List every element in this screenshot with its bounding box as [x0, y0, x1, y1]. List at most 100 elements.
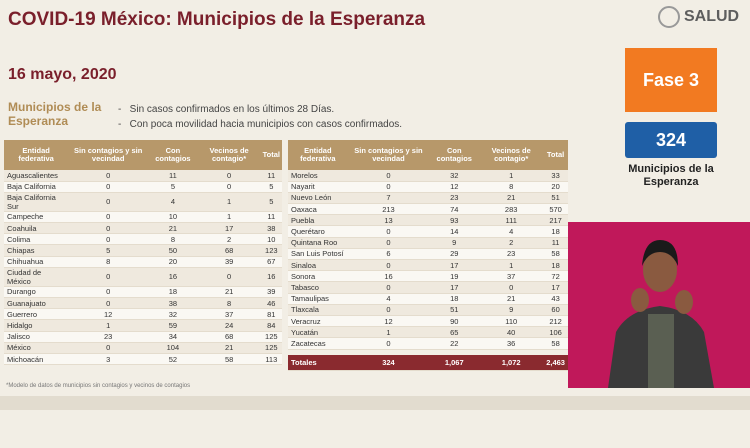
header-row: Entidad federativa Sin contagios y sin ve…	[288, 140, 568, 170]
cell: 0	[347, 281, 430, 294]
column-header: Entidad federativa	[4, 140, 69, 170]
cell: 59	[148, 319, 198, 332]
cell: Guerrero	[4, 308, 69, 321]
cell: Tlaxcala	[288, 304, 348, 316]
cell: 12	[68, 308, 149, 321]
cell: 74	[429, 203, 480, 216]
cell: 106	[543, 326, 568, 339]
cell: 217	[543, 214, 568, 227]
cell: 51	[543, 192, 568, 205]
cell: Guanajuato	[4, 297, 69, 310]
cell: 4	[347, 293, 430, 305]
term: Municipios de la Esperanza	[8, 100, 102, 128]
cell: 212	[543, 315, 568, 328]
column-header: Vecinos de contagio*	[197, 140, 261, 170]
row: Sinaloa 0 17 1 18	[288, 259, 568, 272]
cell: 0	[347, 170, 430, 182]
cell: 34	[148, 331, 198, 343]
header-row: Entidad federativa Sin contagios y sin ve…	[4, 140, 282, 170]
cell: 17	[543, 281, 568, 294]
cell: 125	[260, 331, 282, 343]
cell: Durango	[4, 286, 69, 299]
cell: 2	[479, 237, 544, 249]
cell: 0	[68, 192, 149, 212]
cell: 2	[197, 233, 261, 246]
column-header: Total	[260, 140, 282, 170]
cell: 58	[197, 353, 261, 366]
title: COVID-19 México: Municipios de la Espera…	[8, 9, 426, 30]
cell: Morelos	[288, 170, 348, 182]
cell: 3	[68, 353, 149, 366]
row: Tamaulipas 4 18 21 43	[288, 293, 568, 305]
cell: 1	[197, 192, 261, 212]
cell: Sinaloa	[288, 259, 348, 272]
cell: 21	[479, 192, 544, 205]
cell: 13	[347, 214, 430, 227]
cell: 37	[197, 308, 261, 321]
cell: 0	[197, 267, 261, 287]
row: Oaxaca 213 74 283 570	[288, 203, 568, 216]
cell: 18	[543, 225, 568, 238]
cell: 33	[543, 170, 568, 182]
cell: Nuevo León	[288, 192, 348, 205]
cell: 0	[347, 181, 430, 193]
cell: 0	[68, 170, 149, 182]
cell: 18	[148, 286, 198, 299]
row: Chihuahua 8 20 39 67	[4, 256, 282, 268]
cell: 67	[260, 256, 282, 268]
cell: 0	[347, 225, 430, 238]
cell: 38	[148, 297, 198, 310]
cell: Ciudad de México	[4, 267, 69, 287]
column-header: Total	[543, 140, 568, 170]
cell: 0	[347, 259, 430, 272]
cell: 1	[197, 211, 261, 224]
row: Michoacán 3 52 58 113	[4, 353, 282, 366]
cell: 18	[429, 293, 480, 305]
table: Entidad federativa Sin contagios y sin ve…	[288, 140, 568, 371]
cell: 51	[429, 304, 480, 316]
cell: 4	[479, 225, 544, 238]
cell: 43	[543, 293, 568, 305]
row: San Luis Potosí 6 29 23 58	[288, 248, 568, 261]
cell: 60	[543, 304, 568, 316]
bullet: - Con poca movilidad hacia municipios co…	[118, 119, 403, 130]
column-header: Con contagios	[148, 140, 198, 170]
cell: 58	[543, 337, 568, 350]
cell: San Luis Potosí	[288, 248, 348, 261]
row: Guerrero 12 32 37 81	[4, 308, 282, 321]
row: Puebla 13 93 111 217	[288, 214, 568, 227]
cell: 14	[429, 225, 480, 238]
cell: 0	[479, 281, 544, 294]
cell: 123	[260, 244, 282, 257]
cell: 8	[197, 297, 261, 310]
cell: 20	[148, 256, 198, 268]
total-cell: 1,067	[429, 355, 480, 371]
cell: 18	[543, 259, 568, 272]
cell: 29	[429, 248, 480, 261]
cell: 17	[429, 259, 480, 272]
row: Zacatecas 0 22 36 58	[288, 337, 568, 350]
cell: México	[4, 342, 69, 354]
row: Colima 0 8 2 10	[4, 233, 282, 246]
row: Chiapas 5 50 68 123	[4, 244, 282, 257]
cell: 93	[429, 214, 480, 227]
row: Durango 0 18 21 39	[4, 286, 282, 299]
row: Aguascalientes 0 11 0 11	[4, 170, 282, 182]
cell: 11	[543, 237, 568, 249]
cell: 0	[347, 237, 430, 249]
row: Quintana Roo 0 9 2 11	[288, 237, 568, 249]
row: Morelos 0 32 1 33	[288, 170, 568, 182]
total-cell: Totales	[288, 355, 348, 371]
row: Querétaro 0 14 4 18	[288, 225, 568, 238]
cell: 16	[260, 267, 282, 287]
cell: 9	[429, 237, 480, 249]
cell: 17	[429, 281, 480, 294]
cell: 125	[260, 342, 282, 354]
count-label: Municipios de la Esperanza	[628, 163, 714, 188]
cell: 23	[68, 331, 149, 343]
cell: 11	[260, 170, 282, 182]
cell: 90	[429, 315, 480, 328]
cell: 8	[479, 181, 544, 193]
cell: 81	[260, 308, 282, 321]
